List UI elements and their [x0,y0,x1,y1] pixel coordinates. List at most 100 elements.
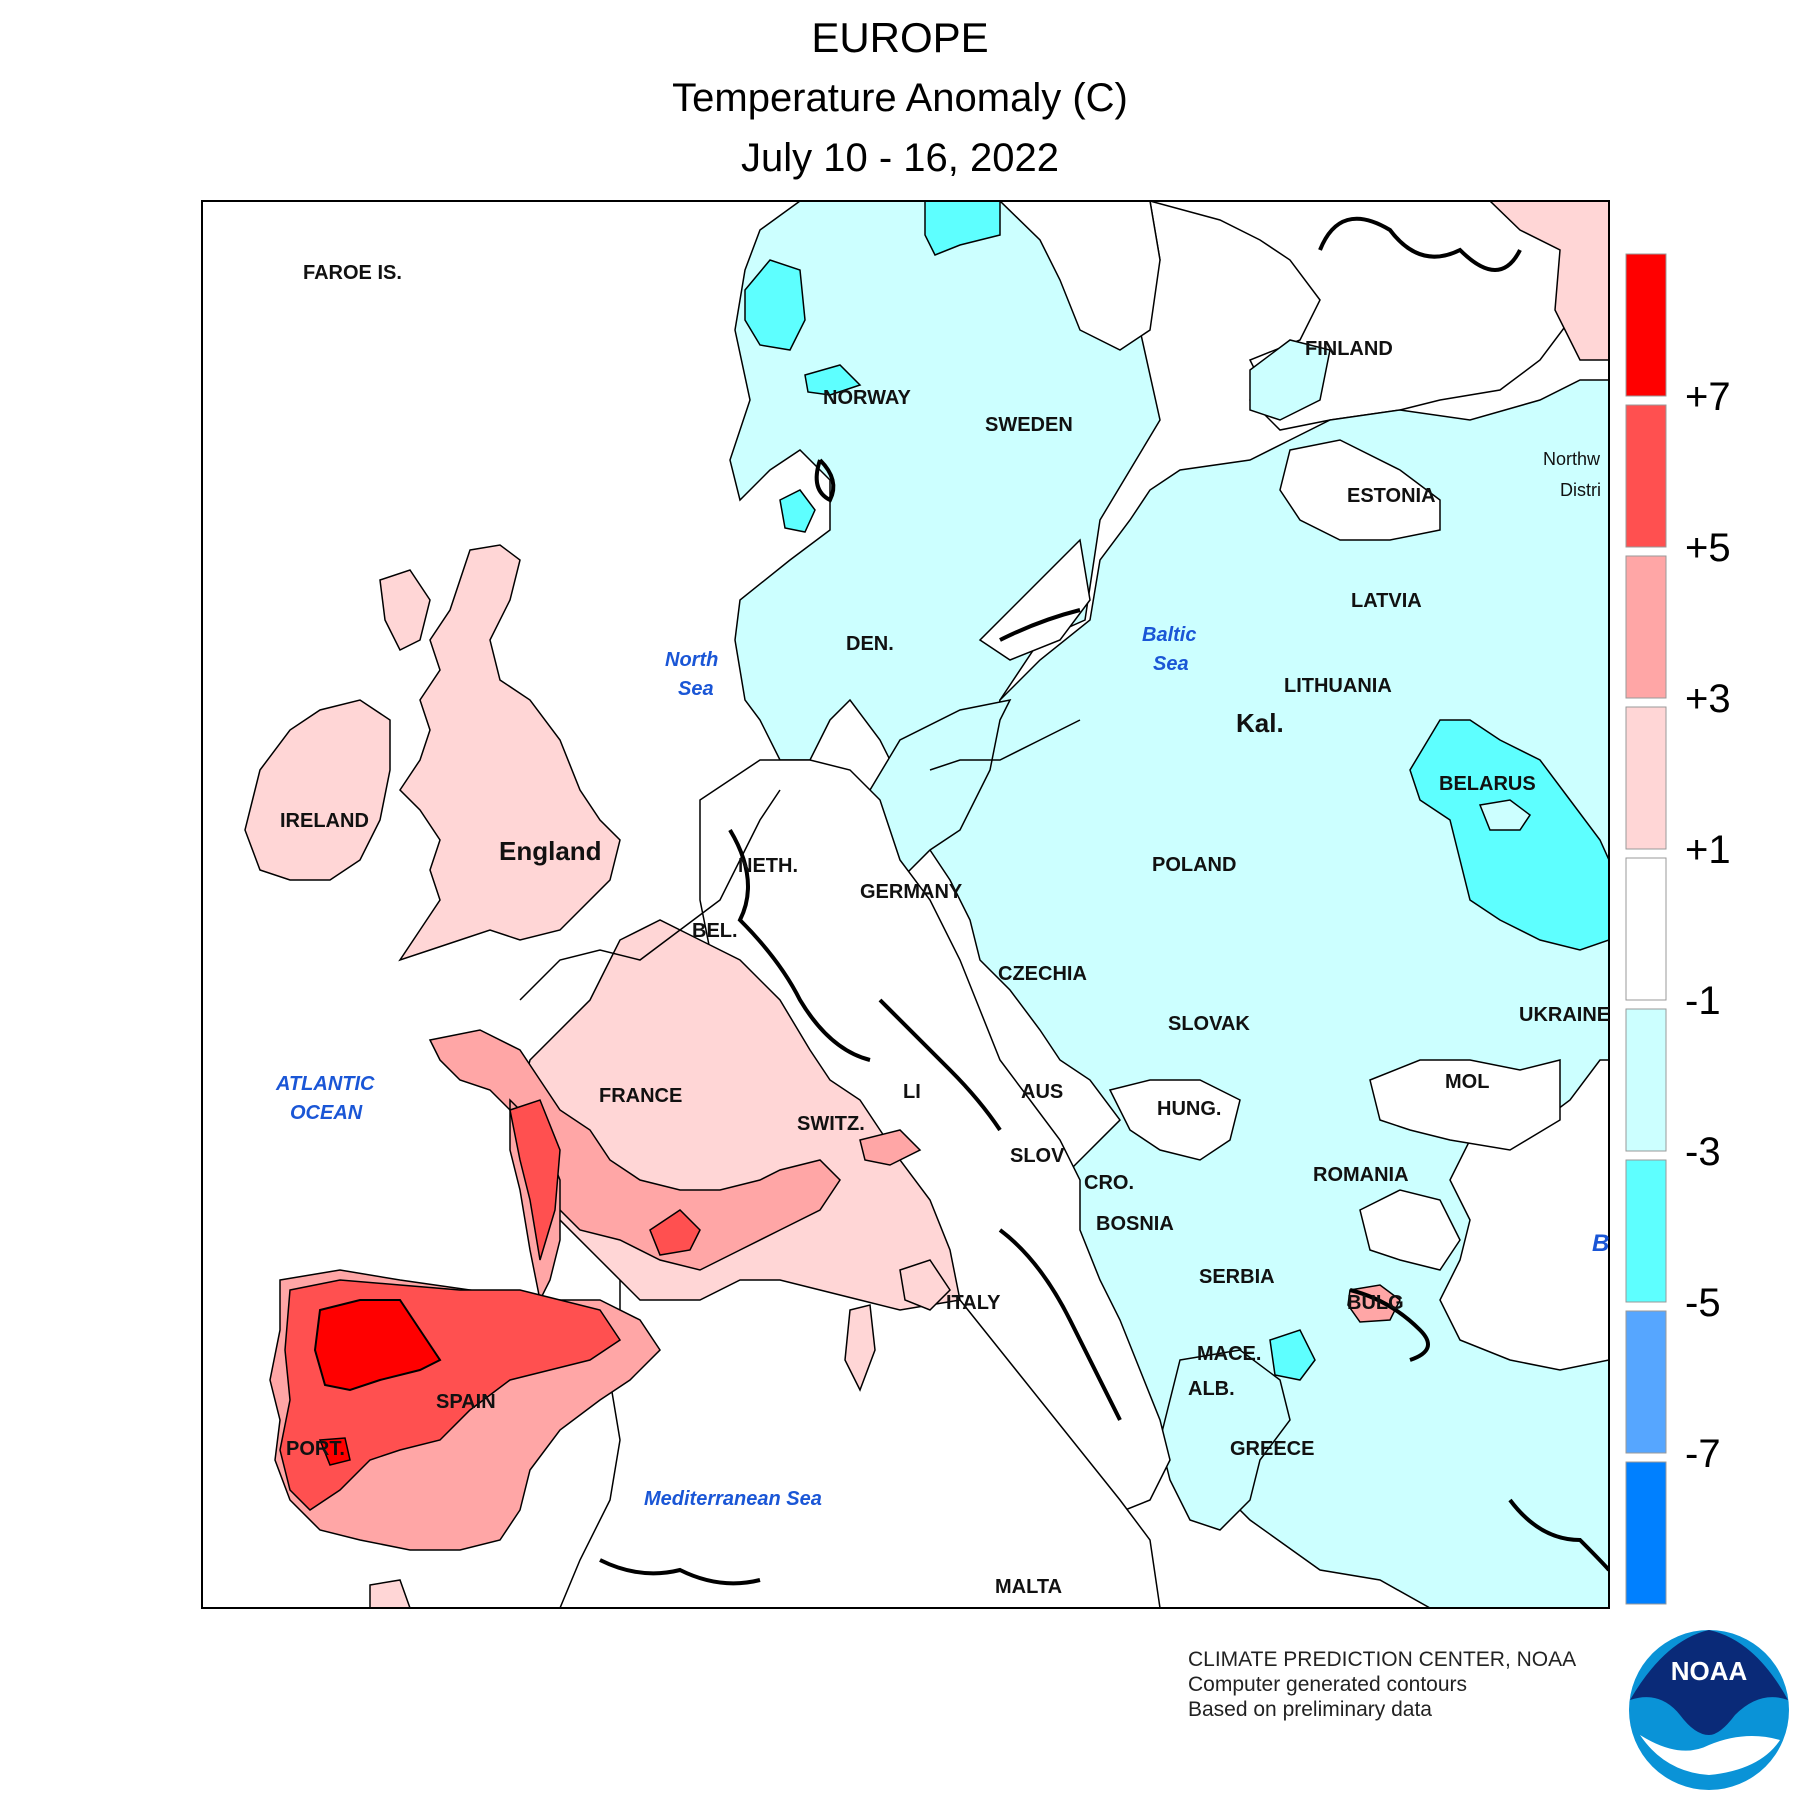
bulgaria-cold-pocket [1269,1329,1316,1381]
label-north-sea-2: Sea [678,678,714,700]
label-aus: AUS [1021,1081,1063,1103]
label-france: FRANCE [599,1085,682,1107]
label-northwest-district-2: Distri [1560,480,1601,500]
label-cro: CRO. [1084,1172,1134,1194]
legend-colorbar [1625,253,1667,1605]
noaa-logo: NOAA [1629,1630,1789,1790]
map-variable-title: Temperature Anomaly (C) [672,76,1128,120]
legend-swatch [1625,1310,1667,1454]
great-britain-warm-area [398,544,621,962]
label-malta: MALTA [995,1576,1062,1598]
map-region-title: EUROPE [811,14,989,61]
legend-swatch [1625,555,1667,699]
label-ireland: IRELAND [280,810,369,832]
label-faroe: FAROE IS. [303,262,402,284]
north-africa-warm-area [369,1579,411,1608]
label-bulg: BULG [1347,1292,1404,1314]
label-hung: HUNG. [1157,1098,1221,1120]
legend-label: +3 [1685,676,1731,721]
label-spain: SPAIN [436,1391,496,1413]
iberia-extreme-hot-area [313,1299,442,1392]
label-port: PORT. [286,1438,345,1460]
label-slov: SLOV [1010,1145,1065,1167]
label-baltic-sea-1: Baltic [1142,624,1196,646]
label-poland: POLAND [1152,854,1236,876]
country-labels: FAROE IS. NORWAY SWEDEN FINLAND ESTONIA … [280,262,1610,1598]
sea-labels: North Sea Baltic Sea ATLANTIC OCEAN Medi… [275,624,1609,1510]
credit-line-1: CLIMATE PREDICTION CENTER, NOAA [1188,1648,1577,1671]
legend-label: +7 [1685,374,1731,419]
noaa-logo-text: NOAA [1671,1656,1748,1686]
credit-line-2: Computer generated contours [1188,1673,1467,1696]
label-lithuania: LITHUANIA [1284,675,1392,697]
northeast-warm-area [1488,201,1609,361]
label-sweden: SWEDEN [985,414,1073,436]
label-bosnia: BOSNIA [1096,1213,1174,1235]
switzerland-warm-area [859,1129,922,1166]
legend-label: -1 [1685,978,1721,1023]
black-sea-white-area [1439,1059,1609,1371]
contour-lines [599,216,1609,1586]
label-atlantic-2: OCEAN [290,1102,363,1124]
legend-label: +1 [1685,827,1731,872]
legend-swatch [1625,404,1667,548]
label-greece: GREECE [1230,1438,1314,1460]
label-neth: NETH. [738,855,798,877]
label-atlantic-1: ATLANTIC [275,1073,375,1095]
finland-cold-area [1249,339,1331,421]
eastern-europe-anomaly-area [929,379,1609,1608]
label-den: DEN. [846,633,894,655]
legend-swatch [1625,253,1667,397]
italy-south-warm-area [899,1259,951,1311]
norway-coast-white-area [998,201,1161,351]
map-frame [201,200,1610,1609]
label-alb: ALB. [1188,1378,1235,1400]
label-ukraine: UKRAINE [1519,1004,1610,1026]
france-hot-pocket-2 [649,1209,701,1256]
label-serbia: SERBIA [1199,1266,1275,1288]
label-li: LI [903,1081,921,1103]
label-north-sea-1: North [665,649,718,671]
north-cold-pocket [924,201,1001,256]
legend-swatch [1625,1461,1667,1605]
label-mace: MACE. [1197,1343,1261,1365]
norway-cold-pocket-3 [779,489,816,533]
label-slovak: SLOVAK [1168,1013,1250,1035]
legend-swatch [1625,857,1667,1001]
map-fill-layer [202,201,1609,1608]
label-kal: Kal. [1236,708,1284,738]
legend-label: +5 [1685,525,1731,570]
label-mediterranean: Mediterranean Sea [644,1488,822,1510]
label-northwest-district-1: Northw [1543,449,1601,469]
legend-label: -3 [1685,1129,1721,1174]
label-england: England [499,836,602,866]
coast-lines [519,719,1081,1001]
label-black-sea: B [1592,1230,1609,1257]
belarus-cold-pocket [1409,719,1609,951]
portugal-extreme-hot-area [318,1437,351,1466]
label-romania: ROMANIA [1313,1164,1409,1186]
hungary-white-area [1108,1079,1241,1161]
scotland-warm-area [379,569,431,652]
credit-line-3: Based on preliminary data [1188,1698,1432,1721]
label-switz: SWITZ. [797,1113,865,1135]
romania-white-area [1359,1189,1461,1271]
estonia-white-area [1279,439,1441,541]
map-period-title: July 10 - 16, 2022 [741,136,1059,180]
label-mol: MOL [1445,1071,1489,1093]
label-italy: ITALY [946,1292,1001,1314]
label-estonia: ESTONIA [1347,485,1436,507]
scandinavia-anomaly-area [729,201,1161,801]
label-bel: BEL. [692,920,738,942]
label-czechia: CZECHIA [998,963,1087,985]
legend-label: -5 [1685,1280,1721,1325]
sardinia-warm-area [844,1304,876,1392]
legend-label: -7 [1685,1431,1721,1476]
france-hot-pocket [509,1099,561,1261]
legend-swatch [1625,1159,1667,1303]
moldova-white-area [1369,1059,1561,1151]
sweden-south-white-area [978,538,1091,661]
norway-cold-pocket-2 [804,364,862,396]
label-germany: GERMANY [860,881,963,903]
